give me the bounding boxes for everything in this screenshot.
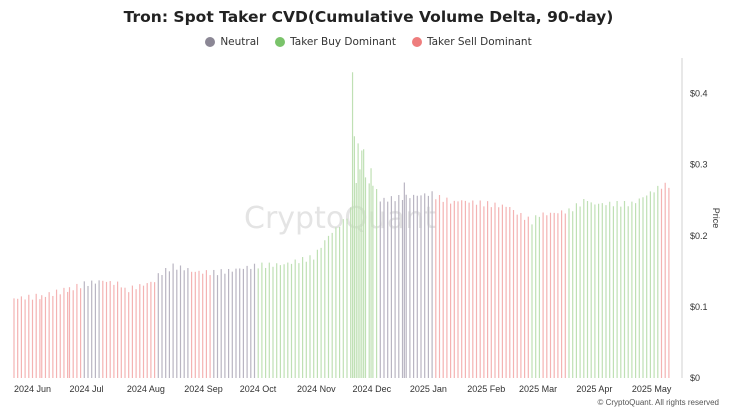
x-tick-label: 2025 Feb (467, 384, 505, 394)
y-tick-label: $0.3 (690, 160, 708, 170)
copyright-footer: © CryptoQuant. All rights reserved (597, 398, 720, 407)
legend-dot-buy (275, 37, 286, 47)
x-tick-label: 2024 Aug (127, 384, 165, 394)
legend-label-sell: Taker Sell Dominant (426, 36, 532, 48)
y-tick-label: $0.2 (690, 231, 708, 241)
x-tick-label: 2024 Nov (297, 384, 336, 394)
x-tick-label: 2024 Oct (240, 384, 277, 394)
x-ticks: 2024 Jun 2024 Jul 2024 Aug 2024 Sep 2024 Oct… (14, 384, 672, 394)
y-tick-label: $0.4 (690, 89, 708, 99)
legend-dot-neutral (205, 37, 216, 47)
legend-dot-sell (411, 37, 422, 47)
x-tick-label: 2025 Mar (519, 384, 557, 394)
x-tick-label: 2024 Dec (353, 384, 392, 394)
chart-title: Tron: Spot Taker CVD(Cumulative Volume D… (123, 8, 614, 26)
y-ticks: $0 $0.1 $0.2 $0.3 $0.4 (690, 89, 708, 383)
y-tick-label: $0 (690, 373, 700, 383)
x-tick-label: 2025 Apr (576, 384, 612, 394)
x-tick-label: 2025 May (632, 384, 672, 394)
x-tick-label: 2024 Jul (70, 384, 104, 394)
legend: Neutral Taker Buy Dominant Taker Sell Do… (0, 36, 737, 48)
y-tick-label: $0.1 (690, 302, 708, 312)
legend-label-neutral: Neutral (220, 36, 260, 48)
x-tick-label: 2024 Sep (184, 384, 223, 394)
x-tick-label: 2025 Jan (410, 384, 447, 394)
bars-group (13, 72, 670, 378)
legend-item-buy[interactable]: Taker Buy Dominant (275, 36, 396, 48)
x-tick-label: 2024 Jun (14, 384, 51, 394)
legend-item-neutral[interactable]: Neutral (205, 36, 259, 48)
legend-item-sell[interactable]: Taker Sell Dominant (411, 36, 532, 48)
y-axis-label: Price (711, 208, 721, 229)
legend-label-buy: Taker Buy Dominant (290, 36, 396, 48)
